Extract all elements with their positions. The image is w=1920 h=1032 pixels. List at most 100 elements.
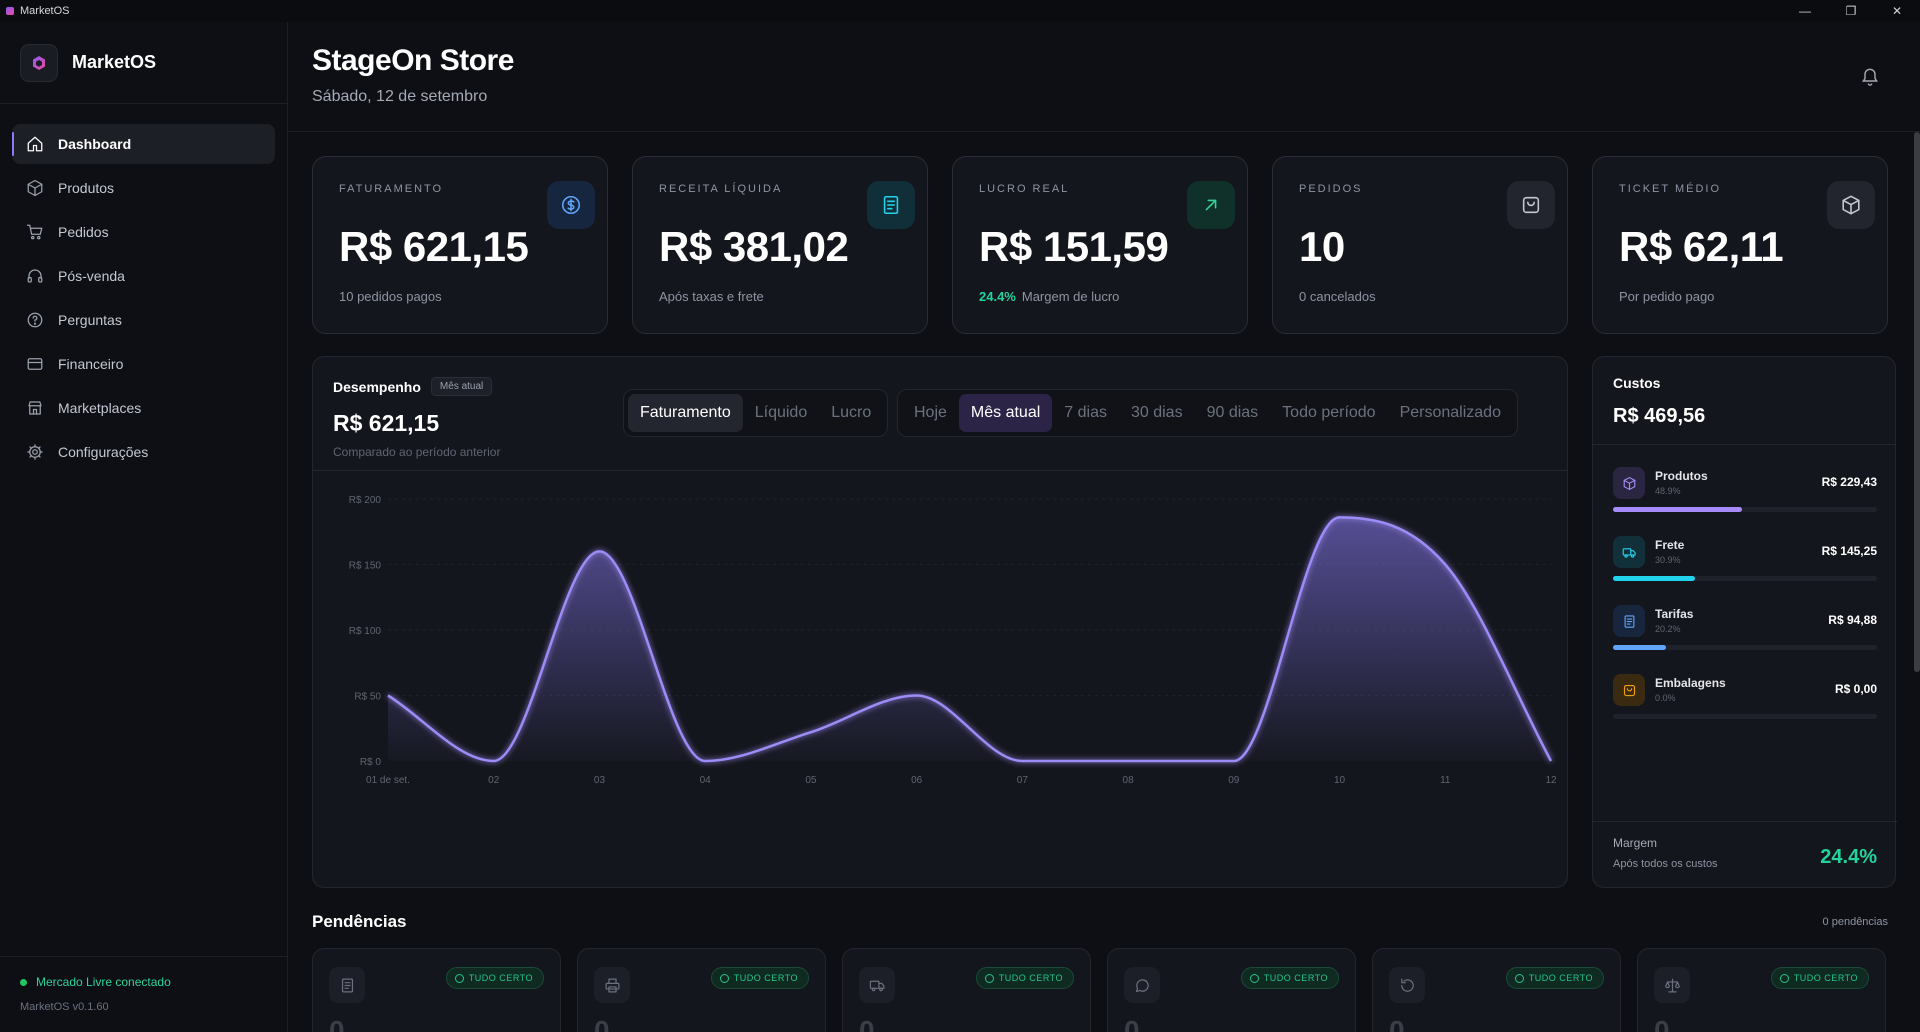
check-circle-icon — [454, 973, 464, 983]
tab-lucro[interactable]: Lucro — [831, 404, 872, 421]
kpi-sub: 24.4% Margem de lucro — [979, 289, 1221, 304]
scale-icon — [1654, 967, 1690, 1003]
cost-bar-track — [1613, 507, 1877, 512]
kpi-value: R$ 62,11 — [1619, 223, 1784, 270]
tab-personalizado[interactable]: Personalizado — [1399, 404, 1501, 421]
cost-item-frete: Frete 30.9% R$ 145,25 — [1613, 536, 1877, 596]
cost-percent: 20.2% — [1655, 624, 1681, 634]
pendencias-row: TUDO CERTO 0 TUDO CERTO 0 TUDO CERTO 0 T… — [312, 948, 1886, 1032]
status-badge-text: TUDO CERTO — [468, 973, 533, 983]
kpi-label: FATURAMENTO — [339, 183, 444, 195]
tab-liquido[interactable]: Líquido — [754, 404, 808, 421]
sidebar-item-pedidos[interactable]: Pedidos — [12, 212, 275, 252]
printer-icon — [594, 967, 630, 1003]
status-badge-text: TUDO CERTO — [998, 973, 1063, 983]
truck-icon — [1613, 536, 1645, 568]
costs-panel: Custos R$ 469,56 Produtos 48.9% R$ 229,4… — [1592, 356, 1897, 888]
cost-amount: R$ 94,88 — [1828, 613, 1877, 627]
cost-name: Embalagens — [1655, 676, 1726, 690]
pendencia-card[interactable]: TUDO CERTO 0 — [312, 948, 561, 1032]
kpi-sub-text: 10 pedidos pagos — [339, 289, 442, 304]
sidebar-item-label: Perguntas — [58, 312, 122, 328]
period-tabs: Hoje Mês atual 7 dias 30 dias 90 dias To… — [897, 389, 1518, 437]
metric-tabs: Faturamento Líquido Lucro — [623, 389, 889, 437]
sidebar-item-financeiro[interactable]: Financeiro — [12, 344, 275, 384]
scrollbar[interactable] — [1914, 132, 1920, 672]
x-tick-label: 12 — [1545, 775, 1557, 786]
x-tick-label: 03 — [594, 775, 606, 786]
cost-bar-track — [1613, 645, 1877, 650]
pendencia-card[interactable]: TUDO CERTO 0 — [1107, 948, 1356, 1032]
kpi-sub-text: Margem de lucro — [1021, 289, 1120, 304]
margin-value: 24.4% — [1820, 846, 1877, 868]
tab-30-dias[interactable]: 30 dias — [1130, 404, 1183, 421]
x-tick-label: 01 de set. — [366, 775, 410, 786]
performance-panel: Desempenho Mês atual R$ 621,15 Comparado… — [312, 356, 1568, 888]
tab-hoje[interactable]: Hoje — [914, 404, 947, 421]
tab-mes-atual[interactable]: Mês atual — [958, 394, 1053, 432]
sidebar-item-configuracoes[interactable]: Configurações — [12, 432, 275, 472]
sidebar-item-marketplaces[interactable]: Marketplaces — [12, 388, 275, 428]
sidebar-item-dashboard[interactable]: Dashboard — [12, 124, 275, 164]
cost-bar-track — [1613, 576, 1877, 581]
window-title: MarketOS — [20, 5, 70, 17]
minimize-button[interactable]: — — [1799, 4, 1811, 18]
kpi-value: R$ 381,02 — [659, 223, 849, 270]
bag-icon — [1613, 674, 1645, 706]
cost-bar-fill — [1613, 645, 1667, 650]
pendencia-value: 0 — [1654, 1015, 1670, 1032]
y-tick-label: R$ 200 — [349, 495, 382, 506]
kpi-card-lucro-real: LUCRO REAL R$ 151,59 24.4% Margem de lucr… — [952, 156, 1248, 334]
performance-header: Desempenho Mês atual R$ 621,15 Comparado… — [313, 357, 1567, 471]
kpi-sub-text: Após taxas e frete — [659, 289, 764, 304]
pendencia-card[interactable]: TUDO CERTO 0 — [1372, 948, 1621, 1032]
document-icon — [329, 967, 365, 1003]
sidebar-item-perguntas[interactable]: Perguntas — [12, 300, 275, 340]
kpi-sub: 0 cancelados — [1299, 289, 1541, 304]
performance-value: R$ 621,15 — [333, 410, 440, 436]
tab-faturamento[interactable]: Faturamento — [628, 394, 743, 432]
cost-name: Frete — [1655, 538, 1685, 552]
cost-bar-fill — [1613, 576, 1695, 581]
cost-item-produtos: Produtos 48.9% R$ 229,43 — [1613, 467, 1877, 527]
tab-90-dias[interactable]: 90 dias — [1206, 404, 1259, 421]
question-icon — [27, 312, 43, 328]
sidebar: MarketOS Dashboard Produtos Pedidos Pós-… — [0, 22, 288, 1032]
kpi-card-faturamento: FATURAMENTO R$ 621,15 10 pedidos pagos — [312, 156, 608, 334]
check-circle-icon — [1249, 973, 1259, 983]
notifications-button[interactable] — [1860, 66, 1880, 86]
performance-title-row: Desempenho Mês atual — [333, 377, 1547, 396]
sidebar-item-pos-venda[interactable]: Pós-venda — [12, 256, 275, 296]
x-tick-label: 05 — [805, 775, 817, 786]
tab-todo-periodo[interactable]: Todo período — [1282, 404, 1376, 421]
kpi-sub: Por pedido pago — [1619, 289, 1861, 304]
pendencia-card[interactable]: TUDO CERTO 0 — [842, 948, 1091, 1032]
close-button[interactable]: ✕ — [1891, 4, 1903, 18]
x-tick-label: 06 — [911, 775, 923, 786]
x-tick-label: 08 — [1123, 775, 1135, 786]
performance-chart: R$ 0 R$ 50 R$ 100 R$ 150 R$ 200 01 de set. 02 0… — [349, 495, 1557, 786]
sidebar-item-produtos[interactable]: Produtos — [12, 168, 275, 208]
status-dot — [20, 978, 27, 986]
page-date: Sábado, 12 de setembro — [312, 88, 488, 105]
pendencia-card[interactable]: TUDO CERTO 0 — [1637, 948, 1886, 1032]
pendencia-value: 0 — [1389, 1015, 1405, 1032]
check-circle-icon — [984, 973, 994, 983]
cost-amount: R$ 145,25 — [1821, 544, 1877, 558]
y-tick-label: R$ 100 — [349, 626, 382, 637]
tab-7-dias[interactable]: 7 dias — [1064, 404, 1107, 421]
check-circle-icon — [1514, 973, 1524, 983]
sidebar-nav: Dashboard Produtos Pedidos Pós-venda Per… — [0, 104, 287, 496]
status-badge-text: TUDO CERTO — [1793, 973, 1858, 983]
costs-total: R$ 469,56 — [1613, 405, 1706, 427]
status-badge-text: TUDO CERTO — [1263, 973, 1328, 983]
pendencias-title: Pendências — [312, 912, 407, 931]
chart-area: R$ 0 R$ 50 R$ 100 R$ 150 R$ 200 01 de set. 02 0… — [313, 471, 1569, 889]
cost-bar-track — [1613, 714, 1877, 719]
sidebar-item-label: Financeiro — [58, 356, 124, 372]
bag-icon — [1507, 181, 1555, 229]
maximize-button[interactable]: ❐ — [1845, 4, 1857, 18]
period-badge: Mês atual — [430, 377, 493, 396]
pendencia-card[interactable]: TUDO CERTO 0 — [577, 948, 826, 1032]
kpi-sub: 10 pedidos pagos — [339, 289, 581, 304]
